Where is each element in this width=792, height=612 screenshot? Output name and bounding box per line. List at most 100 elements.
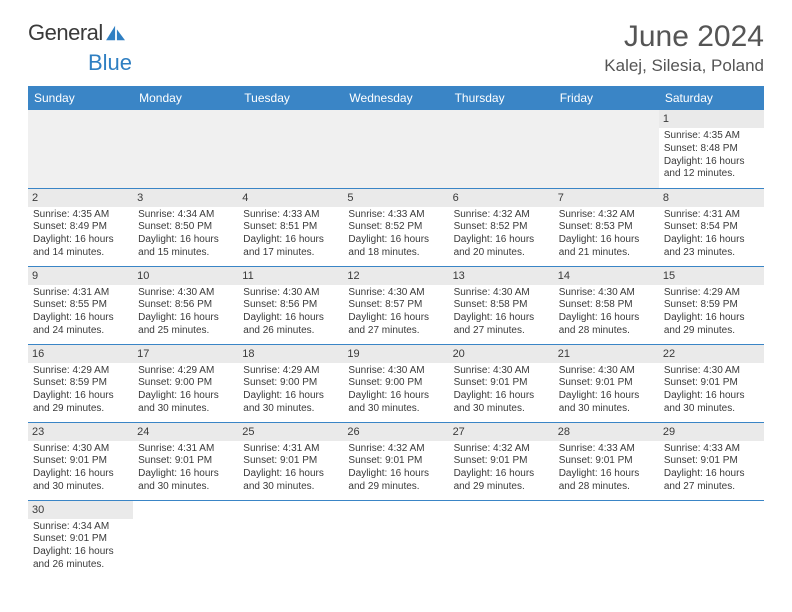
calendar-day-cell [554,500,659,578]
day-info-line: and 30 minutes. [243,403,338,416]
day-info-line: Sunrise: 4:30 AM [348,287,443,300]
calendar-week-row: 23Sunrise: 4:30 AMSunset: 9:01 PMDayligh… [28,422,764,500]
day-info-line: Sunset: 8:59 PM [664,299,759,312]
day-info-line: Daylight: 16 hours [33,390,128,403]
sail-icon [105,24,127,42]
calendar-day-cell: 3Sunrise: 4:34 AMSunset: 8:50 PMDaylight… [133,188,238,266]
day-info-line: and 18 minutes. [348,247,443,260]
calendar-day-cell: 19Sunrise: 4:30 AMSunset: 9:00 PMDayligh… [343,344,448,422]
calendar-day-cell: 4Sunrise: 4:33 AMSunset: 8:51 PMDaylight… [238,188,343,266]
day-info-line: Daylight: 16 hours [33,312,128,325]
day-number: 4 [238,189,343,207]
day-info-line: Sunset: 8:58 PM [559,299,654,312]
day-info-line: Sunset: 8:49 PM [33,221,128,234]
day-info-line: Daylight: 16 hours [348,234,443,247]
day-info-line: Sunset: 9:01 PM [138,455,233,468]
day-info-line: Sunrise: 4:29 AM [138,365,233,378]
day-info-line: Sunset: 8:56 PM [243,299,338,312]
day-info-line: Sunrise: 4:30 AM [664,365,759,378]
day-info-line: and 30 minutes. [559,403,654,416]
day-info-line: Daylight: 16 hours [559,468,654,481]
calendar-day-cell: 7Sunrise: 4:32 AMSunset: 8:53 PMDaylight… [554,188,659,266]
day-info-line: Sunset: 8:59 PM [33,377,128,390]
calendar-day-cell [133,500,238,578]
day-number: 21 [554,345,659,363]
calendar-day-cell [343,110,448,188]
day-info-line: Daylight: 16 hours [138,312,233,325]
calendar-day-cell: 25Sunrise: 4:31 AMSunset: 9:01 PMDayligh… [238,422,343,500]
day-number: 12 [343,267,448,285]
day-info-line: and 26 minutes. [33,559,128,572]
day-info-line: Daylight: 16 hours [454,468,549,481]
day-info-line: Daylight: 16 hours [243,390,338,403]
day-info-line: Sunset: 9:01 PM [664,377,759,390]
day-info-line: Daylight: 16 hours [33,234,128,247]
weekday-header: Wednesday [343,86,448,110]
day-info-line: Sunset: 9:01 PM [33,533,128,546]
calendar-day-cell: 30Sunrise: 4:34 AMSunset: 9:01 PMDayligh… [28,500,133,578]
calendar-day-cell: 15Sunrise: 4:29 AMSunset: 8:59 PMDayligh… [659,266,764,344]
day-info-line: and 25 minutes. [138,325,233,338]
calendar-week-row: 2Sunrise: 4:35 AMSunset: 8:49 PMDaylight… [28,188,764,266]
day-info-line: Daylight: 16 hours [33,546,128,559]
calendar-day-cell [659,500,764,578]
day-info-line: and 30 minutes. [243,481,338,494]
day-info-line: Sunrise: 4:33 AM [348,209,443,222]
day-number: 9 [28,267,133,285]
calendar-day-cell: 10Sunrise: 4:30 AMSunset: 8:56 PMDayligh… [133,266,238,344]
day-number: 7 [554,189,659,207]
day-info-line: Daylight: 16 hours [664,156,759,169]
day-number: 3 [133,189,238,207]
day-info-line: Sunset: 9:01 PM [33,455,128,468]
day-number: 19 [343,345,448,363]
day-info-line: Daylight: 16 hours [559,234,654,247]
calendar-day-cell: 22Sunrise: 4:30 AMSunset: 9:01 PMDayligh… [659,344,764,422]
day-info-line: Daylight: 16 hours [243,234,338,247]
day-number: 16 [28,345,133,363]
calendar-day-cell: 12Sunrise: 4:30 AMSunset: 8:57 PMDayligh… [343,266,448,344]
calendar-day-cell [449,110,554,188]
day-info-line: and 21 minutes. [559,247,654,260]
weekday-header: Sunday [28,86,133,110]
calendar-week-row: 16Sunrise: 4:29 AMSunset: 8:59 PMDayligh… [28,344,764,422]
weekday-header: Thursday [449,86,554,110]
day-number: 18 [238,345,343,363]
day-info-line: Sunrise: 4:31 AM [664,209,759,222]
day-info-line: Sunset: 9:00 PM [138,377,233,390]
day-info-line: Sunrise: 4:32 AM [454,209,549,222]
calendar-day-cell: 16Sunrise: 4:29 AMSunset: 8:59 PMDayligh… [28,344,133,422]
day-info-line: Sunrise: 4:31 AM [243,443,338,456]
day-info-line: Sunrise: 4:35 AM [33,209,128,222]
day-number: 20 [449,345,554,363]
day-info-line: and 30 minutes. [348,403,443,416]
day-info-line: Daylight: 16 hours [138,468,233,481]
calendar-day-cell [554,110,659,188]
month-title: June 2024 [604,20,764,54]
day-info-line: and 27 minutes. [454,325,549,338]
calendar-day-cell: 13Sunrise: 4:30 AMSunset: 8:58 PMDayligh… [449,266,554,344]
day-info-line: Sunrise: 4:30 AM [243,287,338,300]
day-info-line: Daylight: 16 hours [243,312,338,325]
day-info-line: Sunrise: 4:33 AM [559,443,654,456]
day-info-line: Daylight: 16 hours [664,390,759,403]
day-number: 17 [133,345,238,363]
day-number: 30 [28,501,133,519]
logo-text-blue: Blue [88,50,132,75]
calendar-day-cell: 26Sunrise: 4:32 AMSunset: 9:01 PMDayligh… [343,422,448,500]
calendar-day-cell: 18Sunrise: 4:29 AMSunset: 9:00 PMDayligh… [238,344,343,422]
day-info-line: and 29 minutes. [33,403,128,416]
calendar-day-cell: 24Sunrise: 4:31 AMSunset: 9:01 PMDayligh… [133,422,238,500]
location-text: Kalej, Silesia, Poland [604,56,764,76]
day-info-line: Sunrise: 4:34 AM [138,209,233,222]
day-info-line: and 30 minutes. [33,481,128,494]
weekday-row: Sunday Monday Tuesday Wednesday Thursday… [28,86,764,110]
day-number: 15 [659,267,764,285]
day-info-line: Daylight: 16 hours [454,234,549,247]
day-info-line: Sunset: 8:50 PM [138,221,233,234]
day-info-line: Sunrise: 4:35 AM [664,130,759,143]
day-info-line: Sunset: 9:01 PM [348,455,443,468]
day-info-line: Sunset: 8:53 PM [559,221,654,234]
day-info-line: Sunrise: 4:33 AM [243,209,338,222]
day-info-line: Sunset: 9:00 PM [243,377,338,390]
day-info-line: Sunset: 9:01 PM [243,455,338,468]
